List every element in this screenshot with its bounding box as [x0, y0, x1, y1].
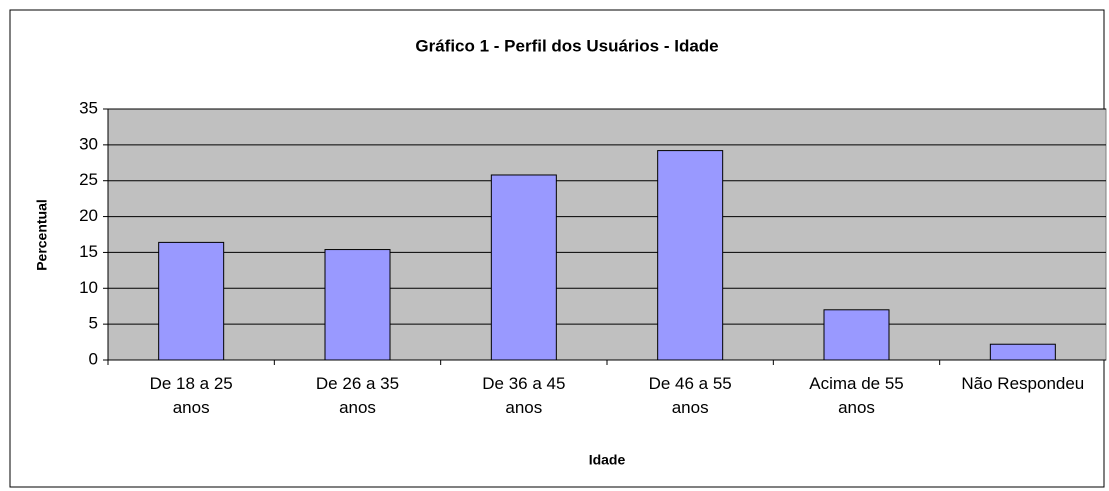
y-tick-label: 35	[79, 98, 98, 117]
y-tick-label: 20	[79, 206, 98, 225]
x-tick-label: Acima de 55 anos	[809, 374, 904, 417]
bar	[324, 249, 391, 361]
x-tick-label: De 18 a 25 anos	[149, 374, 233, 417]
y-tick-label: 5	[89, 314, 98, 333]
y-tick-label: 0	[89, 349, 98, 368]
x-tick-label: De 46 a 55 anos	[648, 374, 732, 417]
y-tick-label: 15	[79, 242, 98, 261]
x-axis-title: Idade	[589, 452, 626, 468]
x-tick-label: De 36 a 45 anos	[482, 374, 566, 417]
y-tick-label: 30	[79, 134, 98, 153]
bar	[490, 174, 557, 361]
chart-title: Gráfico 1 - Perfil dos Usuários - Idade	[415, 36, 718, 55]
bar	[657, 150, 724, 361]
x-tick-label: Não Respondeu	[961, 374, 1085, 393]
plot-area	[107, 108, 1107, 361]
x-tick-label: De 26 a 35 anos	[315, 374, 400, 417]
bar	[823, 309, 890, 361]
bar	[989, 343, 1056, 361]
y-tick-label: 25	[79, 170, 98, 189]
bar	[158, 241, 225, 361]
y-tick-label: 10	[79, 278, 98, 297]
y-axis-title: Percentual	[34, 199, 50, 271]
